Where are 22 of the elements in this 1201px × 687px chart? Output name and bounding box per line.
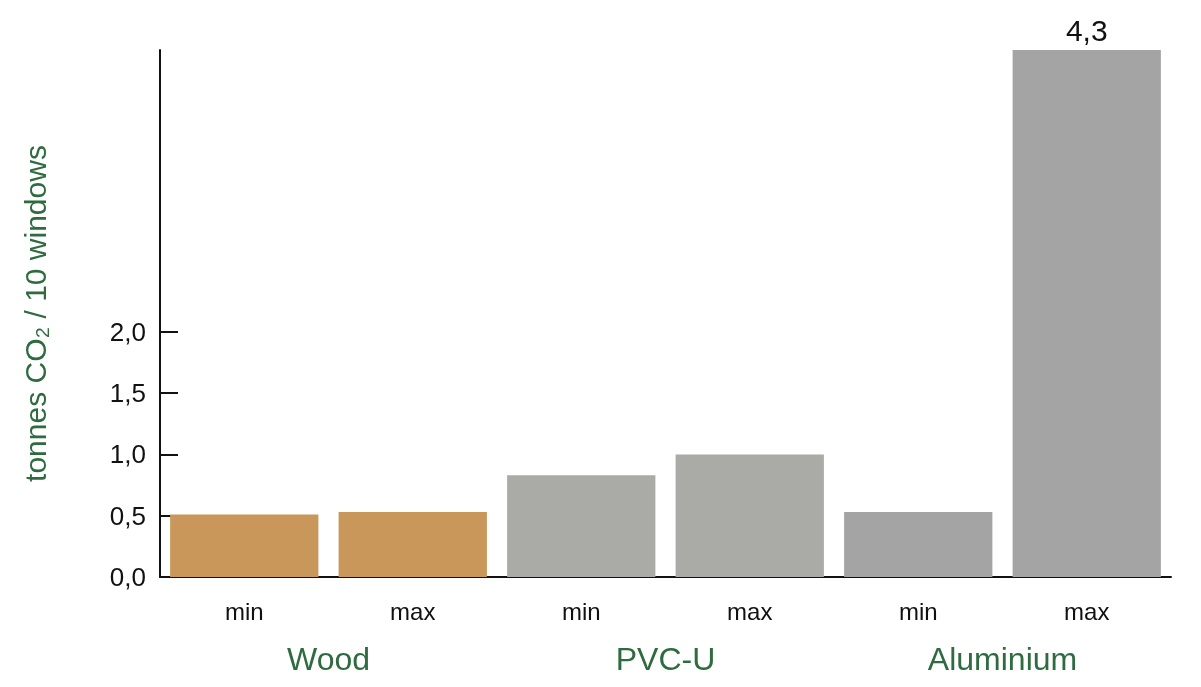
y-tick-label: 1,5 (109, 378, 146, 409)
bar (675, 454, 824, 577)
text: PVC-U (615, 641, 716, 677)
x-tick-label: max (727, 597, 773, 625)
x-tick-label: min (561, 597, 601, 625)
y-tick-label: 0,5 (109, 500, 146, 531)
bar (1012, 50, 1161, 577)
y-tick-label: 2,0 (109, 316, 146, 347)
x-tick-label: min (224, 597, 264, 625)
x-tick-label: max (390, 597, 436, 625)
bar (170, 514, 319, 577)
x-tick-label: max (1064, 597, 1110, 625)
data-label: 4,3 (1065, 13, 1108, 47)
y-tick-label: 0,0 (109, 562, 146, 592)
text: Aluminium (927, 641, 1078, 677)
y-axis-title: tonnes CO₂ / 10 windows (18, 145, 52, 482)
bar (844, 512, 993, 577)
bar (338, 512, 487, 577)
text: Wood (286, 641, 371, 677)
bar (507, 475, 656, 577)
x-tick-label: min (898, 597, 938, 625)
y-tick-label: 1,0 (109, 439, 146, 470)
